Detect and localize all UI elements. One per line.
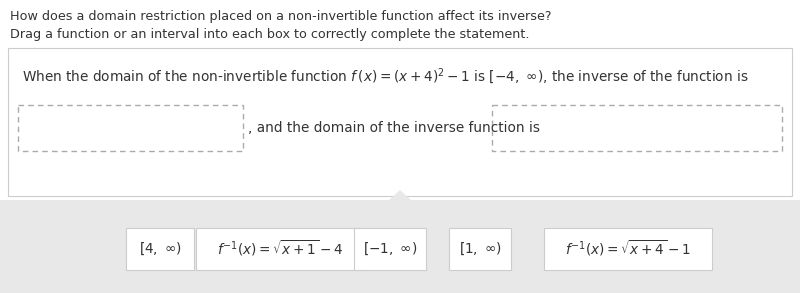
Text: $[4,\ \infty)$: $[4,\ \infty)$ (138, 240, 182, 257)
FancyBboxPatch shape (196, 227, 364, 270)
Text: When the domain of the non-invertible function $f\,(x) = (x + 4)^2 - 1$ is $[-4,: When the domain of the non-invertible fu… (22, 66, 749, 86)
Text: $f^{-1}(x) = \sqrt{x+1} - 4$: $f^{-1}(x) = \sqrt{x+1} - 4$ (217, 239, 343, 258)
Polygon shape (390, 191, 410, 200)
Text: $[-1,\ \infty)$: $[-1,\ \infty)$ (363, 240, 417, 257)
Text: , and the domain of the inverse function is: , and the domain of the inverse function… (248, 121, 540, 135)
Text: How does a domain restriction placed on a non-invertible function affect its inv: How does a domain restriction placed on … (10, 10, 551, 23)
Bar (18, 105, 243, 151)
Bar (492, 105, 782, 151)
Bar (8, 48, 792, 196)
Text: $f^{-1}(x) = \sqrt{x+4} - 1$: $f^{-1}(x) = \sqrt{x+4} - 1$ (565, 239, 691, 258)
FancyBboxPatch shape (354, 227, 426, 270)
FancyBboxPatch shape (449, 227, 511, 270)
Text: Drag a function or an interval into each box to correctly complete the statement: Drag a function or an interval into each… (10, 28, 530, 41)
Text: $[1,\ \infty)$: $[1,\ \infty)$ (458, 240, 502, 257)
Bar (0, 200, 800, 293)
FancyBboxPatch shape (544, 227, 712, 270)
FancyBboxPatch shape (126, 227, 194, 270)
